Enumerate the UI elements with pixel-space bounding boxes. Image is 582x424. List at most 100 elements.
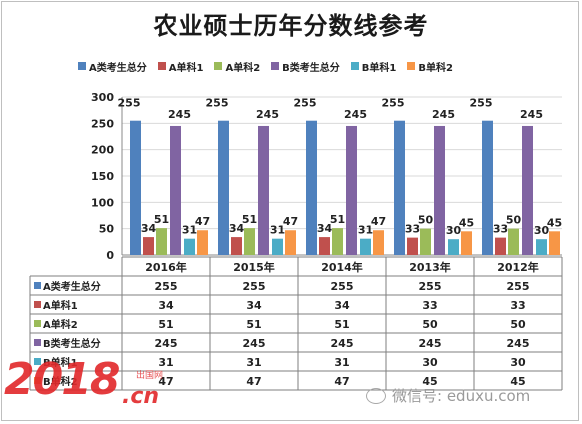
data-label: 255 <box>294 97 317 110</box>
data-label: 255 <box>118 97 141 110</box>
table-cell: 50 <box>422 318 438 331</box>
bar <box>448 239 459 255</box>
data-label: 50 <box>506 214 522 227</box>
legend-label: A类考生总分 <box>89 62 147 74</box>
table-row-label: A单科2 <box>43 318 78 331</box>
table-legend-swatch <box>34 320 41 327</box>
bar <box>306 120 317 255</box>
data-label: 45 <box>459 216 474 229</box>
table-cell: 255 <box>507 280 530 293</box>
legend-item: A类考生总分 <box>78 59 147 74</box>
bar <box>394 120 405 255</box>
bar <box>482 120 493 255</box>
bar <box>461 231 472 255</box>
data-label: 31 <box>358 224 373 237</box>
bar <box>272 238 283 255</box>
y-tick-label: 150 <box>91 170 114 183</box>
bar <box>130 120 141 255</box>
legend-swatch <box>78 62 86 70</box>
table-legend-swatch <box>34 377 41 384</box>
table-cell: 50 <box>510 318 526 331</box>
data-label: 255 <box>206 97 229 110</box>
table-cell: 47 <box>246 375 261 388</box>
legend-item: B单科1 <box>350 59 397 74</box>
data-label: 245 <box>344 108 367 121</box>
data-label: 51 <box>242 213 257 226</box>
bar <box>258 125 269 255</box>
table-cell: 47 <box>158 375 173 388</box>
table-row-label: B类考生总分 <box>43 337 101 350</box>
table-cell: 47 <box>334 375 349 388</box>
bar <box>170 125 181 255</box>
table-cell: 255 <box>155 280 178 293</box>
watermark-logo-suffix: .cn <box>122 384 160 409</box>
bar <box>244 228 255 255</box>
data-label: 31 <box>182 224 197 237</box>
x-tick-label: 2012年 <box>497 260 539 274</box>
bar <box>495 237 506 255</box>
table-cell: 31 <box>158 356 173 369</box>
chart-title: 农业硕士历年分数线参考 <box>153 11 429 40</box>
bar <box>536 239 547 255</box>
data-label: 33 <box>405 223 420 236</box>
y-tick-label: 300 <box>91 91 114 104</box>
data-label: 255 <box>470 97 493 110</box>
y-tick-label: 50 <box>99 223 115 236</box>
table-row-label: B单科2 <box>43 375 78 388</box>
table-cell: 51 <box>334 318 349 331</box>
bar <box>346 125 357 255</box>
table-cell: 30 <box>510 356 526 369</box>
data-label: 47 <box>195 215 210 228</box>
bar <box>420 228 431 255</box>
data-label: 47 <box>283 215 298 228</box>
data-label: 45 <box>547 216 562 229</box>
table-cell: 255 <box>331 280 354 293</box>
bar <box>218 120 229 255</box>
bar <box>184 238 195 255</box>
bar <box>231 237 242 255</box>
legend-label: B单科1 <box>361 62 397 74</box>
watermark-logo-small-text: 出国网 <box>136 371 164 381</box>
legend-swatch <box>407 62 416 70</box>
data-label: 34 <box>229 222 245 235</box>
table-cell: 255 <box>419 280 442 293</box>
data-label: 245 <box>256 108 279 121</box>
bar <box>549 231 560 255</box>
data-label: 30 <box>534 224 550 237</box>
table-cell: 45 <box>510 375 525 388</box>
table-row-label: B单科1 <box>43 356 78 369</box>
table-legend-swatch <box>34 358 41 365</box>
table-legend-swatch <box>34 339 41 346</box>
table-row-label: A单科1 <box>43 299 78 312</box>
y-tick-label: 0 <box>106 249 114 262</box>
data-label: 31 <box>270 224 285 237</box>
bar <box>332 228 343 255</box>
data-label: 245 <box>168 108 191 121</box>
legend-swatch <box>157 62 166 70</box>
table-cell: 33 <box>422 299 437 312</box>
data-label: 51 <box>154 213 169 226</box>
legend-swatch <box>350 62 359 70</box>
legend-swatch <box>271 62 280 70</box>
wechat-icon <box>366 387 386 404</box>
legend-item: A单科1 <box>157 59 203 74</box>
watermark-logo-number: 2018 <box>4 354 120 405</box>
bar <box>285 230 296 255</box>
table-cell: 51 <box>246 318 261 331</box>
table-legend-swatch <box>34 301 41 308</box>
bar <box>197 230 208 255</box>
table-cell: 31 <box>334 356 349 369</box>
table-cell: 34 <box>246 299 262 312</box>
y-tick-label: 250 <box>91 117 114 130</box>
bar <box>434 125 445 255</box>
table-cell: 34 <box>158 299 174 312</box>
data-label: 47 <box>371 215 386 228</box>
data-label: 255 <box>382 97 405 110</box>
x-tick-label: 2014年 <box>321 260 363 274</box>
data-label: 51 <box>330 213 345 226</box>
table-cell: 30 <box>422 356 438 369</box>
legend-item: A单科2 <box>214 59 260 74</box>
table-row-label: A类考生总分 <box>43 280 101 293</box>
table-cell: 255 <box>243 280 266 293</box>
data-label: 245 <box>520 108 543 121</box>
